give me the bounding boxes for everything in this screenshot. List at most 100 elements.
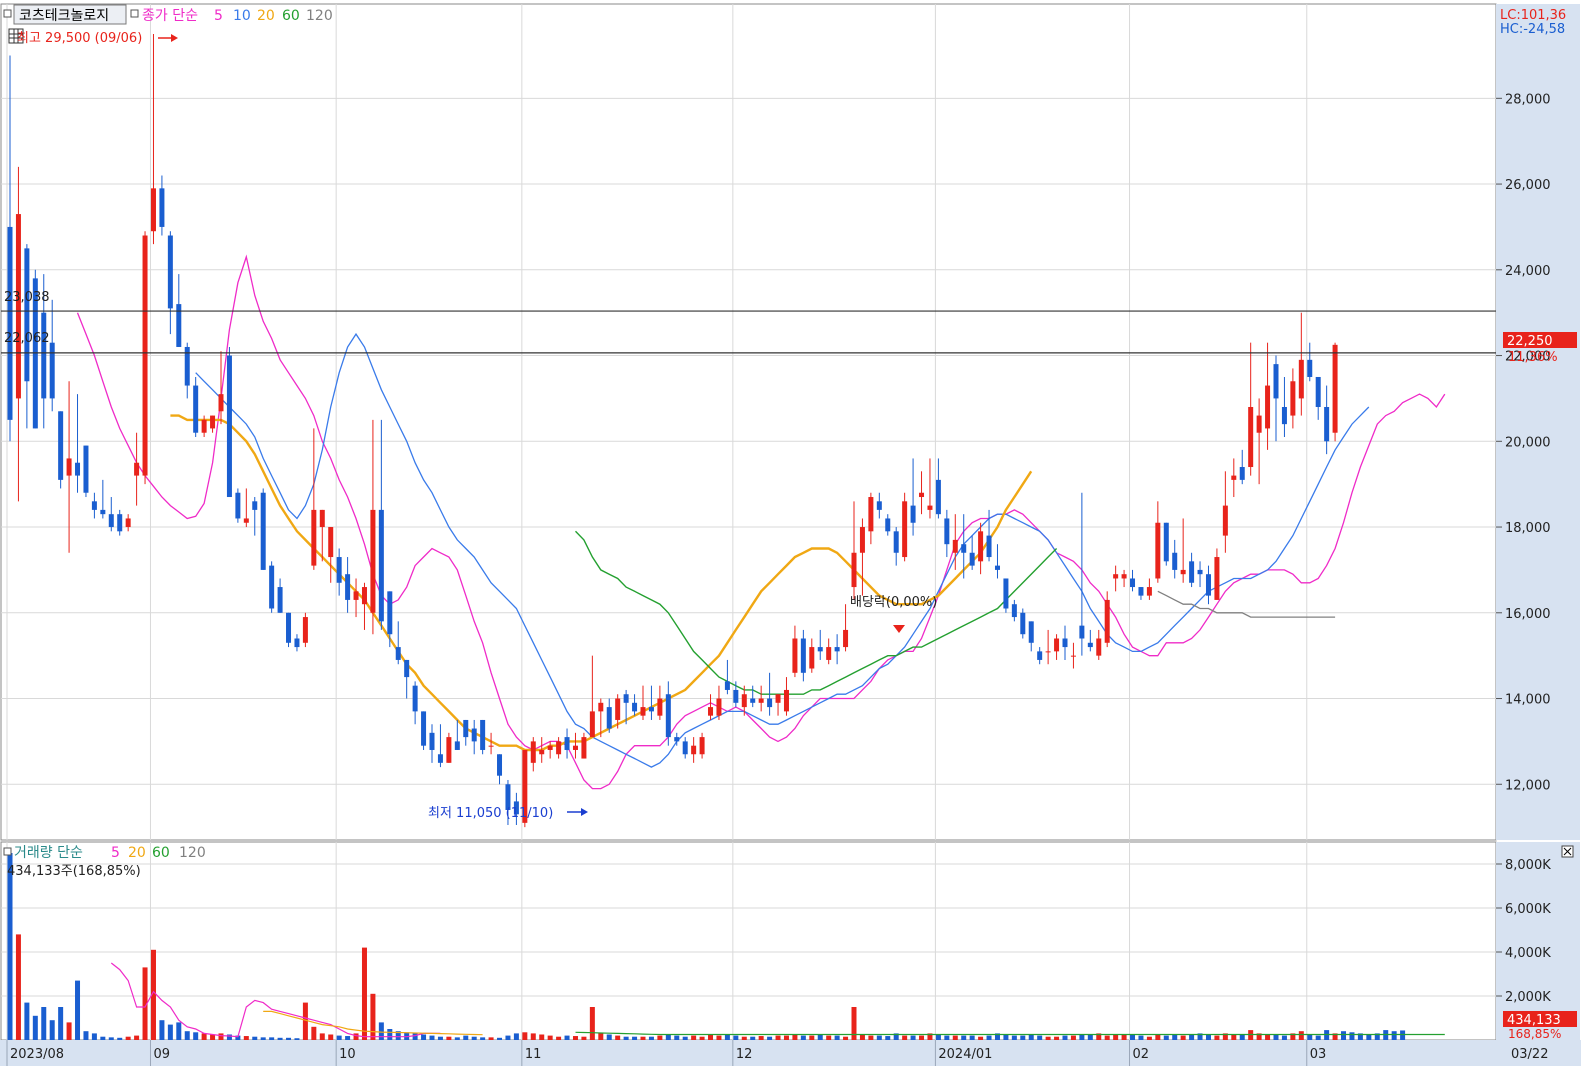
volume-bar	[395, 1031, 401, 1040]
vol-legend-ma20: 20	[128, 845, 146, 861]
candle-body	[893, 531, 899, 553]
candle	[556, 737, 562, 759]
candle	[437, 724, 443, 768]
volume-bar	[210, 1034, 216, 1040]
dividend-label: 배당락(0,00%)	[850, 595, 937, 610]
current-volume-change: 168,85%	[1508, 1027, 1561, 1041]
candle-body	[572, 745, 578, 750]
volume-bar	[792, 1034, 798, 1040]
candle-body	[910, 505, 916, 523]
candle	[1281, 376, 1287, 438]
candle-body	[843, 629, 849, 648]
volume-bar	[632, 1036, 638, 1040]
legend-toggle-icon-2[interactable]	[130, 9, 139, 18]
candle	[1205, 565, 1211, 605]
axis-labels: 2023/08 09 10 11 12 2024/01 02 03 28,000 26,000 24…	[10, 92, 1551, 1062]
candle-body	[269, 565, 275, 609]
candle	[927, 458, 933, 519]
candle-body	[1020, 612, 1026, 635]
candle	[286, 612, 292, 648]
candle-body	[1214, 557, 1220, 600]
candle-body	[1273, 364, 1279, 399]
candle-body	[302, 617, 308, 643]
volume-bar	[775, 1035, 781, 1040]
candle-body	[817, 647, 823, 652]
current-volume-tag: 434,133 168,85%	[1503, 1011, 1577, 1041]
candle-body	[446, 737, 452, 763]
candle	[58, 411, 64, 489]
volume-bar	[556, 1036, 562, 1040]
volume-bar	[1028, 1034, 1034, 1040]
volume-bar	[480, 1037, 486, 1040]
candle-body	[277, 587, 283, 613]
volume-bar	[1273, 1034, 1279, 1040]
ma-60-line	[574, 530, 1058, 695]
price-tick-label: 24,000	[1505, 264, 1551, 279]
volume-bar	[1205, 1034, 1211, 1040]
legend-toggle-icon[interactable]	[3, 9, 12, 18]
volume-bar	[454, 1037, 460, 1040]
candle-body	[1239, 467, 1245, 480]
candle	[859, 518, 865, 596]
volume-bar	[176, 1022, 182, 1040]
candle-body	[142, 235, 148, 476]
volume-legend-toggle-icon[interactable]	[3, 847, 12, 856]
candle	[809, 638, 815, 673]
candle	[1138, 587, 1144, 600]
volume-bar	[640, 1036, 646, 1040]
candle-body	[530, 741, 536, 763]
candle	[1003, 578, 1009, 613]
volume-bar	[437, 1036, 443, 1040]
candle	[387, 591, 393, 648]
current-volume-text: 434,133주(168,85%)	[7, 864, 141, 879]
volume-bar	[1357, 1033, 1363, 1040]
volume-bar	[1265, 1034, 1271, 1040]
candle-body	[1054, 638, 1060, 652]
volume-bar	[1037, 1035, 1043, 1040]
candle-body	[125, 518, 131, 528]
candle-body	[311, 509, 317, 566]
candle-body	[387, 591, 393, 635]
volume-bar	[733, 1035, 739, 1040]
volume-ma-60-line	[575, 1031, 1445, 1036]
candle-body	[581, 737, 587, 759]
candle-body	[1045, 651, 1051, 653]
price-panel-frame	[0, 3, 1497, 841]
candle-body	[210, 415, 216, 429]
candle	[108, 497, 114, 532]
volume-bar	[530, 1033, 536, 1040]
volume-bar	[387, 1029, 393, 1040]
candle	[919, 471, 925, 515]
volume-bar	[665, 1034, 671, 1040]
volume-bar	[277, 1037, 283, 1040]
volume-bar	[851, 1007, 857, 1040]
volume-bar	[927, 1033, 933, 1040]
volume-bar	[319, 1033, 325, 1040]
candle	[311, 428, 317, 570]
candle-body	[1231, 475, 1237, 480]
candle	[421, 711, 427, 750]
volume-bar	[421, 1034, 427, 1040]
vol-legend-ma120: 120	[179, 845, 206, 861]
grid-toggle-icon[interactable]	[8, 28, 24, 44]
candle-body	[1113, 574, 1119, 579]
volume-bar	[674, 1035, 680, 1040]
candle	[539, 737, 545, 763]
candle	[480, 719, 486, 755]
legend-ma5: 5	[214, 8, 223, 24]
candle	[49, 299, 55, 412]
candle-body	[7, 226, 13, 420]
panel-close-icon[interactable]	[1561, 845, 1574, 858]
candle-body	[218, 394, 224, 412]
candle-body	[682, 741, 688, 755]
volume-bar	[1096, 1033, 1102, 1040]
candle-body	[83, 445, 89, 493]
candle-body	[412, 685, 418, 712]
candle	[1113, 565, 1119, 592]
volume-bar	[843, 1036, 849, 1040]
candle-body	[58, 411, 64, 480]
candle	[775, 694, 781, 716]
candle	[319, 509, 325, 562]
candle-body	[851, 552, 857, 588]
stock-name-box[interactable]	[13, 4, 127, 25]
